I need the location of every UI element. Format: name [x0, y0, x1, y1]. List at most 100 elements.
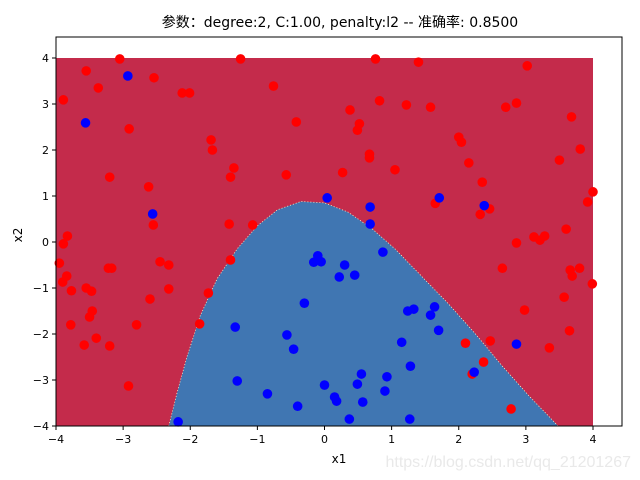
data-point	[288, 344, 299, 354]
data-point	[404, 414, 415, 424]
data-point	[485, 336, 496, 346]
y-tick-label: −3	[33, 374, 49, 387]
data-point	[349, 270, 360, 280]
data-point	[66, 285, 77, 296]
data-point	[80, 118, 91, 128]
data-point	[93, 83, 104, 93]
data-point	[345, 105, 355, 115]
data-point	[460, 338, 471, 349]
data-point	[559, 292, 569, 303]
data-point	[331, 396, 342, 406]
data-point	[292, 401, 303, 412]
data-point	[57, 277, 68, 287]
x-axis-label: x1	[332, 452, 347, 466]
data-point	[124, 124, 134, 134]
data-point	[370, 54, 381, 64]
data-point	[54, 258, 65, 268]
data-point	[104, 341, 115, 351]
data-point	[425, 102, 436, 113]
data-point	[539, 231, 550, 241]
data-point	[147, 209, 158, 219]
data-point	[364, 153, 375, 163]
data-point	[84, 312, 95, 322]
data-point	[561, 224, 571, 234]
data-point	[575, 144, 586, 154]
data-point	[587, 279, 598, 289]
data-point	[382, 371, 392, 382]
data-point	[566, 112, 577, 122]
x-axis: −4 −3 −2 −1 0 1 2 3 4	[48, 426, 597, 446]
data-point	[299, 298, 310, 308]
data-point	[163, 284, 174, 294]
data-point	[268, 81, 279, 91]
data-point	[131, 320, 142, 330]
data-point	[405, 361, 416, 372]
data-point	[173, 417, 183, 427]
data-point	[232, 376, 243, 386]
data-point	[511, 238, 522, 248]
data-point	[316, 256, 326, 267]
data-point	[401, 100, 412, 110]
data-point	[390, 164, 400, 175]
y-tick-label: −4	[33, 420, 49, 433]
data-point	[519, 305, 530, 315]
x-tick-label: −4	[48, 433, 64, 446]
points-class-1	[80, 71, 522, 427]
x-tick-label: 2	[455, 433, 462, 446]
data-point	[378, 247, 388, 257]
y-tick-label: −1	[33, 282, 49, 295]
data-point	[352, 379, 363, 389]
data-point	[334, 272, 345, 282]
data-point	[588, 187, 598, 197]
data-point	[564, 325, 575, 336]
data-point	[230, 322, 241, 332]
data-point	[554, 155, 565, 165]
data-point	[291, 117, 302, 127]
data-point	[408, 304, 419, 314]
y-axis: −4 −3 −2 −1 0 1 2 3 4	[33, 52, 56, 433]
data-point	[319, 380, 330, 390]
plot-area	[54, 54, 598, 427]
data-point	[81, 66, 92, 76]
x-tick-label: 3	[522, 433, 529, 446]
data-point	[155, 256, 165, 267]
data-point	[337, 167, 348, 178]
data-point	[79, 340, 89, 350]
data-point	[123, 381, 134, 391]
data-point	[262, 389, 273, 399]
x-tick-label: −2	[182, 433, 198, 446]
data-point	[203, 288, 214, 298]
data-point	[511, 339, 522, 349]
y-axis-label: x2	[11, 228, 25, 243]
data-point	[357, 397, 368, 407]
y-tick-label: 0	[42, 236, 49, 249]
data-point	[143, 182, 154, 192]
data-point	[86, 286, 97, 297]
data-point	[425, 310, 436, 320]
data-point	[339, 260, 350, 270]
x-tick-label: −3	[115, 433, 131, 446]
data-point	[434, 193, 445, 203]
data-point	[500, 102, 511, 113]
points-class-0	[54, 54, 598, 414]
data-point	[582, 197, 593, 207]
data-point	[148, 220, 159, 230]
data-point	[544, 343, 555, 353]
data-point	[207, 145, 218, 155]
data-point	[497, 263, 508, 274]
data-point	[380, 386, 390, 396]
data-point	[149, 72, 159, 83]
data-point	[396, 337, 407, 348]
data-point	[344, 414, 355, 424]
y-tick-label: 1	[42, 190, 49, 203]
data-point	[194, 319, 205, 329]
data-point	[477, 177, 488, 187]
data-point	[464, 158, 474, 168]
chart-title: 参数：degree:2, C:1.00, penalty:l2 -- 准确率: …	[162, 14, 518, 31]
data-point	[58, 239, 69, 249]
data-point	[352, 125, 363, 136]
decision-region-class-1	[168, 201, 559, 426]
data-point	[65, 320, 76, 330]
data-point	[574, 263, 585, 274]
